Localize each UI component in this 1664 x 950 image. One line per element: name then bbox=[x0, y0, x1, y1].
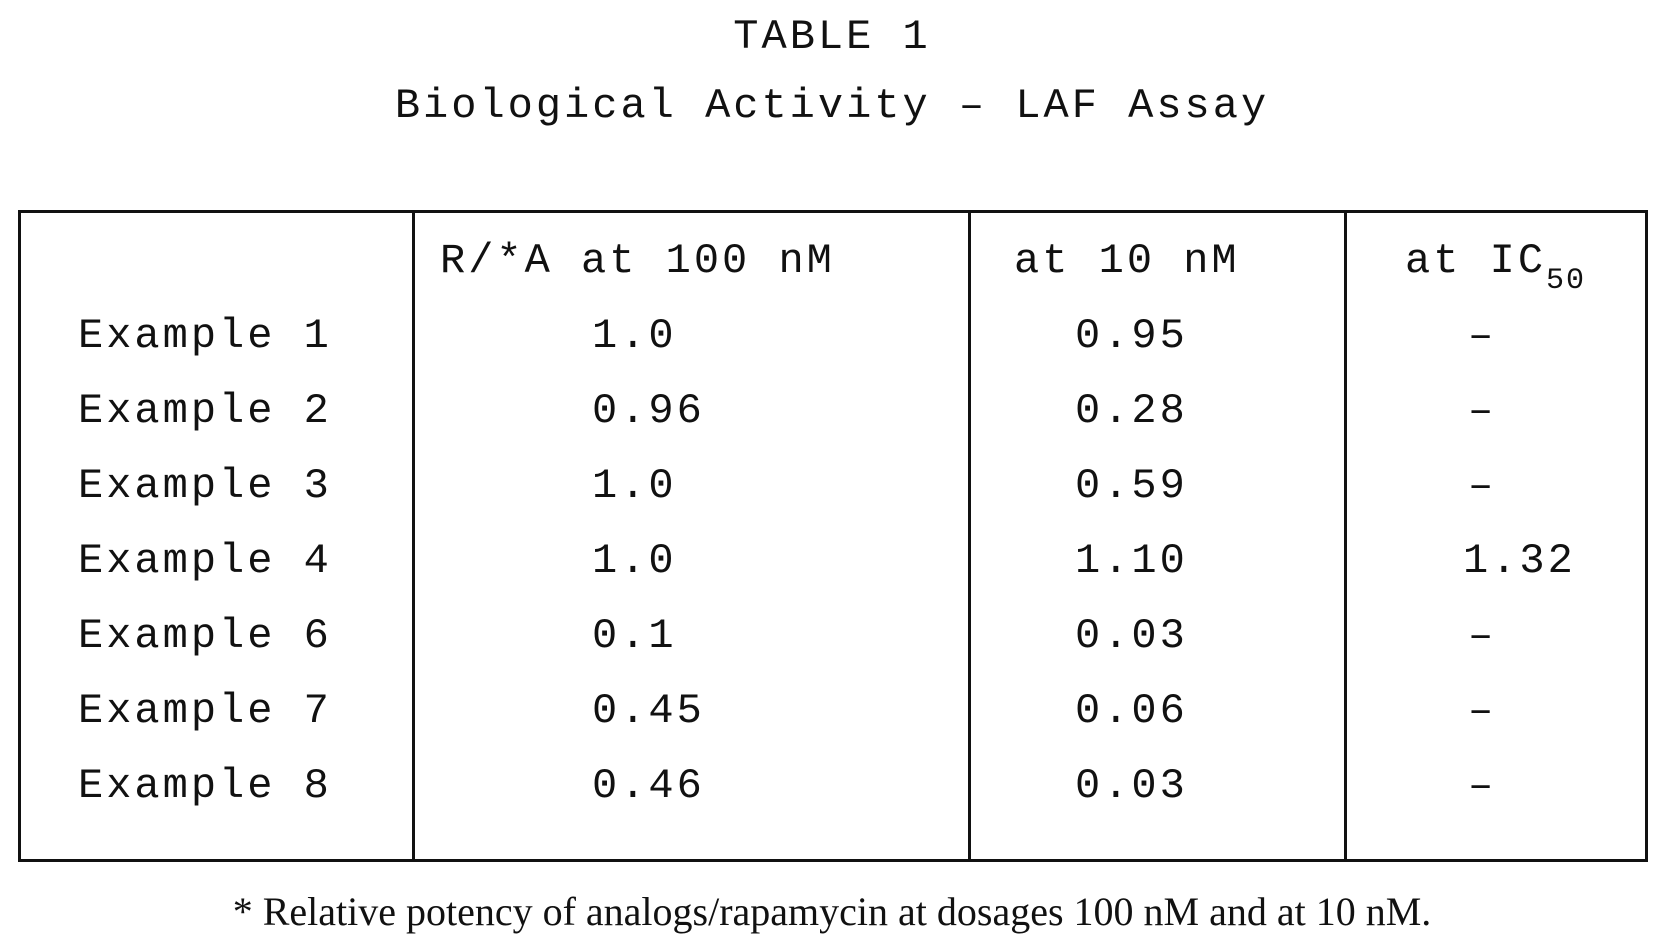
header-at-10nm: at 10 nM bbox=[1014, 237, 1240, 285]
value-at-10nm: 0.06 bbox=[1075, 687, 1188, 735]
value-at-ic50: – bbox=[1468, 387, 1497, 435]
header-at-ic50: at IC50 bbox=[1405, 237, 1587, 298]
header-at-100nm: R/*A at 100 nM bbox=[440, 237, 835, 285]
row-label: Example 8 bbox=[78, 762, 332, 810]
column-divider bbox=[968, 210, 971, 862]
value-at-10nm: 0.03 bbox=[1075, 762, 1188, 810]
value-at-ic50: – bbox=[1468, 462, 1497, 510]
column-divider bbox=[412, 210, 415, 862]
row-label: Example 1 bbox=[78, 312, 332, 360]
row-label: Example 4 bbox=[78, 537, 332, 585]
footnote: * Relative potency of analogs/rapamycin … bbox=[232, 889, 1432, 934]
ic50-subscript: 50 bbox=[1546, 264, 1587, 298]
value-at-ic50: – bbox=[1468, 612, 1497, 660]
value-at-100nm: 0.1 bbox=[592, 612, 677, 660]
column-divider bbox=[1344, 210, 1347, 862]
value-at-100nm: 1.0 bbox=[592, 537, 677, 585]
value-at-10nm: 0.59 bbox=[1075, 462, 1188, 510]
value-at-10nm: 0.95 bbox=[1075, 312, 1188, 360]
value-at-ic50: – bbox=[1468, 687, 1497, 735]
value-at-100nm: 0.45 bbox=[592, 687, 705, 735]
row-label: Example 6 bbox=[78, 612, 332, 660]
table-title: TABLE 1 bbox=[733, 13, 931, 61]
data-table bbox=[18, 210, 1648, 862]
value-at-100nm: 0.46 bbox=[592, 762, 705, 810]
row-label: Example 3 bbox=[78, 462, 332, 510]
value-at-ic50: – bbox=[1468, 762, 1497, 810]
value-at-100nm: 0.96 bbox=[592, 387, 705, 435]
value-at-ic50: – bbox=[1468, 312, 1497, 360]
row-label: Example 2 bbox=[78, 387, 332, 435]
row-label: Example 7 bbox=[78, 687, 332, 735]
value-at-ic50: 1.32 bbox=[1463, 537, 1576, 585]
value-at-10nm: 0.28 bbox=[1075, 387, 1188, 435]
table-subtitle: Biological Activity – LAF Assay bbox=[394, 82, 1270, 130]
value-at-10nm: 1.10 bbox=[1075, 537, 1188, 585]
value-at-100nm: 1.0 bbox=[592, 312, 677, 360]
value-at-100nm: 1.0 bbox=[592, 462, 677, 510]
value-at-10nm: 0.03 bbox=[1075, 612, 1188, 660]
